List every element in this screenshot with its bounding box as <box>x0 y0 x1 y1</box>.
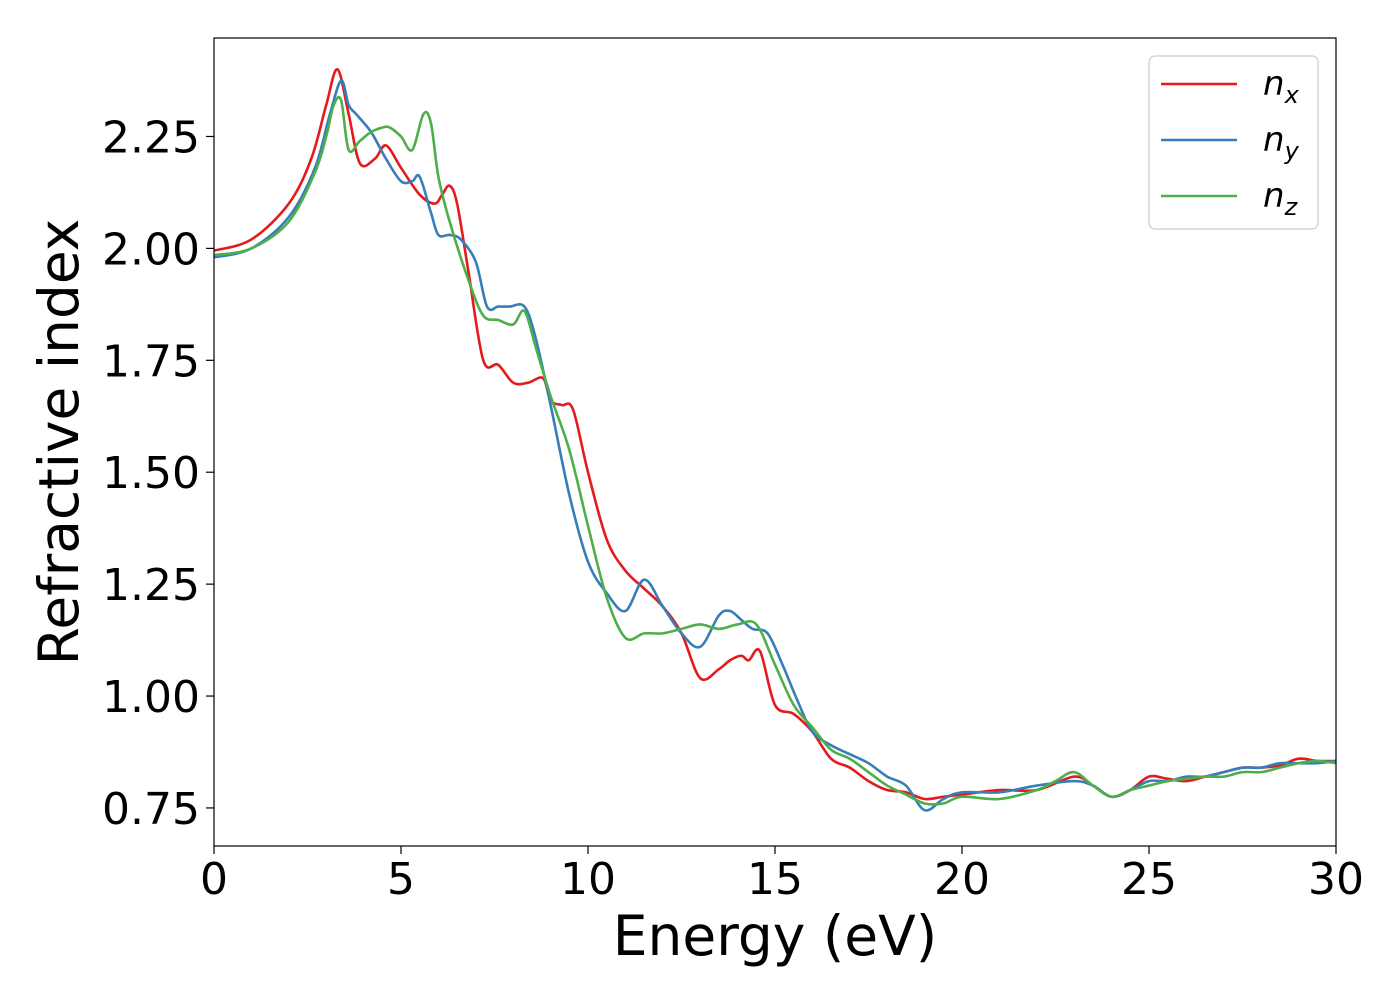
plot-lines <box>214 68 1336 812</box>
legend: nx ny nz <box>1148 55 1319 230</box>
x-axis-ticks: 0 5 10 15 20 25 30 <box>200 846 1364 905</box>
x-tick-label: 15 <box>747 854 803 905</box>
y-axis-ticks: 0.75 1.00 1.25 1.50 1.75 2.00 2.25 <box>102 112 214 835</box>
y-tick-label: 1.00 <box>102 672 200 723</box>
y-tick-label: 1.50 <box>102 448 200 499</box>
legend-label: nz <box>1263 176 1299 221</box>
y-tick-label: 1.25 <box>102 560 200 611</box>
x-tick-label: 0 <box>200 854 228 905</box>
legend-label: ny <box>1263 120 1300 165</box>
x-tick-label: 30 <box>1308 854 1364 905</box>
y-tick-label: 2.25 <box>102 112 200 163</box>
x-tick-label: 20 <box>934 854 990 905</box>
y-axis-title: Refractive index <box>27 219 91 666</box>
legend-label: nx <box>1263 64 1300 109</box>
legend-box <box>1148 55 1319 230</box>
y-tick-label: 0.75 <box>102 784 200 835</box>
x-axis-title: Energy (eV) <box>613 904 937 968</box>
x-tick-label: 5 <box>387 854 415 905</box>
y-tick-label: 2.00 <box>102 224 200 275</box>
y-tick-label: 1.75 <box>102 336 200 387</box>
series-line-n-z <box>214 95 1336 806</box>
x-tick-label: 10 <box>560 854 616 905</box>
x-tick-label: 25 <box>1121 854 1177 905</box>
